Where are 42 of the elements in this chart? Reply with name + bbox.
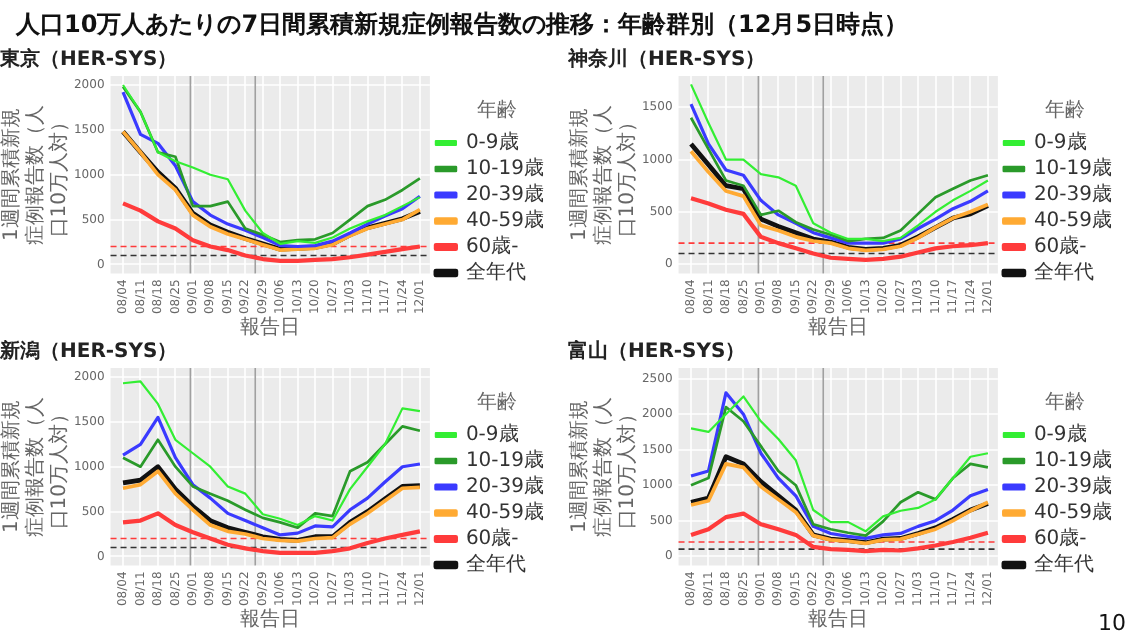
- legend-label: 全年代: [1033, 552, 1094, 577]
- legend-label: 全年代: [465, 552, 526, 577]
- legend-label: 10-19歳: [465, 156, 545, 181]
- legend-label: 0-9歳: [465, 130, 519, 155]
- chart-title: 新潟（HER-SYS）: [0, 339, 178, 364]
- legend-label: 40-59歳: [1033, 208, 1113, 233]
- legend-label: 10-19歳: [1033, 156, 1113, 181]
- legend-label: 20-39歳: [1033, 182, 1113, 207]
- x-axis-title: 報告日: [808, 315, 869, 340]
- legend-title: 年齢: [476, 390, 517, 415]
- x-axis-title: 報告日: [240, 607, 301, 632]
- legend-label: 0-9歳: [465, 422, 519, 447]
- legend-label: 40-59歳: [465, 500, 545, 525]
- legend-label: 20-39歳: [465, 474, 545, 499]
- x-axis-title: 報告日: [240, 315, 301, 340]
- legend-label: 60歳-: [1033, 526, 1088, 551]
- y-axis-title: 1週間累積新規症例報告数（人口10万人対）: [567, 396, 640, 537]
- legend-title: 年齢: [1044, 98, 1085, 123]
- chart-title: 富山（HER-SYS）: [568, 339, 746, 364]
- legend-label: 10-19歳: [1033, 448, 1113, 473]
- legend-label: 40-59歳: [1033, 500, 1113, 525]
- legend-label: 60歳-: [465, 234, 520, 259]
- legend-label: 0-9歳: [1033, 130, 1087, 155]
- y-axis-title: 1週間累積新規症例報告数（人口10万人対）: [0, 396, 72, 537]
- legend-label: 20-39歳: [1033, 474, 1113, 499]
- text: 10: [1098, 610, 1126, 636]
- legend-title: 年齢: [1044, 390, 1085, 415]
- x-axis-title: 報告日: [808, 607, 869, 632]
- legend-title: 年齢: [476, 98, 517, 123]
- legend-label: 60歳-: [465, 526, 520, 551]
- y-axis-title: 1週間累積新規症例報告数（人口10万人対）: [0, 104, 72, 245]
- legend-label: 20-39歳: [465, 182, 545, 207]
- legend-label: 0-9歳: [1033, 422, 1087, 447]
- legend-label: 10-19歳: [465, 448, 545, 473]
- y-axis-title: 1週間累積新規症例報告数（人口10万人対）: [567, 104, 640, 245]
- legend-label: 全年代: [1033, 260, 1094, 285]
- legend-label: 全年代: [465, 260, 526, 285]
- chart-title: 神奈川（HER-SYS）: [566, 47, 766, 72]
- legend-label: 60歳-: [1033, 234, 1088, 259]
- legend-label: 40-59歳: [465, 208, 545, 233]
- text: 人口10万人あたりの7日間累積新規症例報告数の推移：年齢群別（12月5日時点）: [16, 10, 909, 38]
- chart-title: 東京（HER-SYS）: [0, 47, 178, 72]
